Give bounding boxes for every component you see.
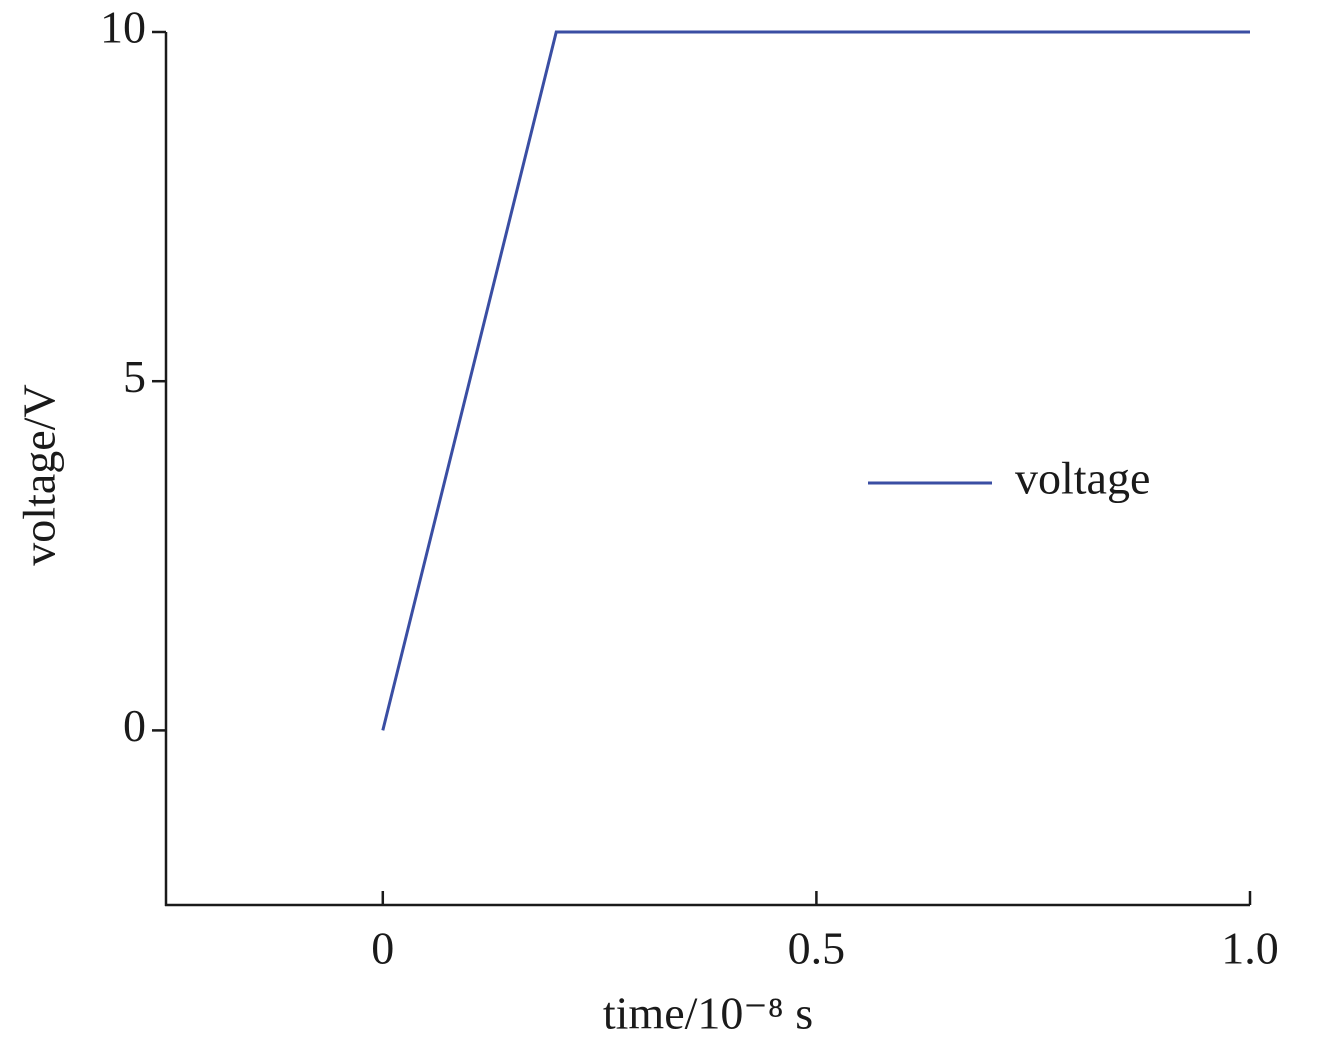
y-axis-label: voltage/V [14, 384, 65, 565]
y-tick-label: 10 [100, 2, 146, 53]
x-tick-label: 0 [371, 923, 394, 974]
x-axis-label: time/10⁻⁸ s [603, 988, 813, 1039]
legend-label: voltage [1015, 453, 1150, 504]
data-line [381, 30, 1250, 731]
x-tick-label: 0.5 [788, 923, 846, 974]
y-tick-label: 0 [123, 700, 146, 751]
y-tick-label: 5 [123, 351, 146, 402]
x-tick-label: 1.0 [1221, 923, 1279, 974]
